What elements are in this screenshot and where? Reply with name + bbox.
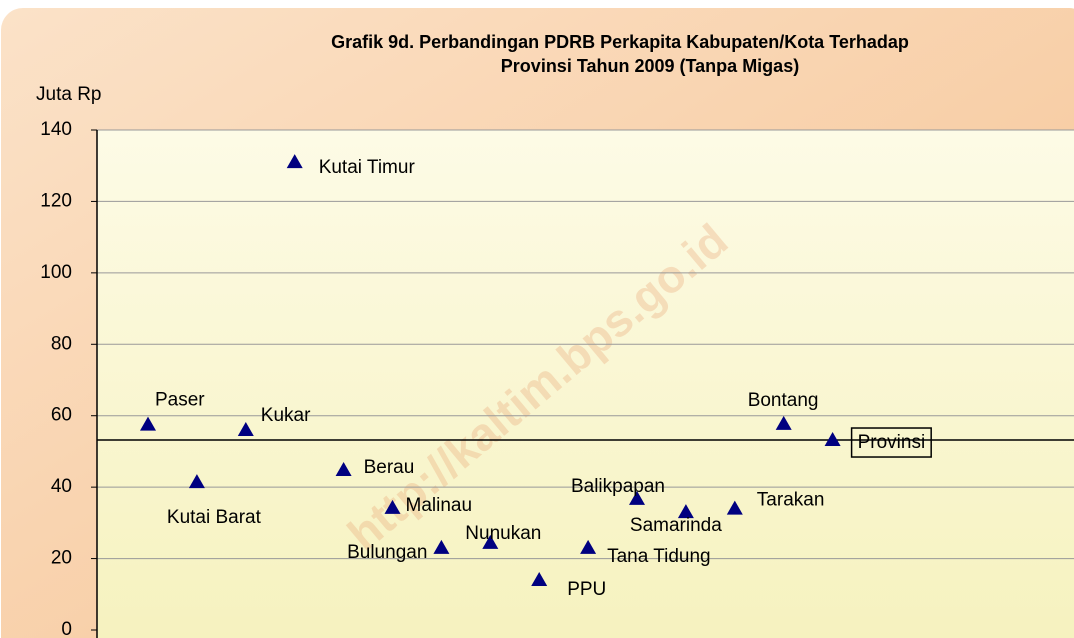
point-label: Berau [364, 457, 415, 478]
marker [140, 416, 156, 431]
point-label: Malinau [406, 495, 473, 516]
marker [286, 154, 303, 169]
point-label: Bontang [748, 390, 819, 411]
y-tick-label: 140 [40, 119, 72, 140]
marker [677, 504, 694, 519]
marker [384, 499, 401, 514]
y-tick-label: 100 [40, 262, 72, 283]
point-label: Kutai Timur [319, 157, 416, 178]
point-label: PPU [567, 579, 606, 600]
y-axis-label: Juta Rp [36, 84, 101, 105]
point-label: Tana Tidung [607, 546, 711, 567]
point-label: Kutai Barat [167, 507, 262, 528]
point-label: Nunukan [465, 523, 541, 544]
chart-title: Grafik 9d. Perbandingan PDRB Perkapita K… [331, 32, 909, 52]
marker [824, 432, 841, 446]
label-box [850, 427, 932, 458]
marker [335, 462, 352, 476]
y-tick-label: 40 [51, 476, 72, 497]
point-label: Paser [155, 390, 205, 411]
chart-title: Provinsi Tahun 2009 (Tanpa Migas) [501, 56, 799, 76]
point-label: Tarakan [757, 490, 825, 511]
marker [482, 534, 499, 549]
point-label: Samarinda [630, 515, 722, 536]
point-label: Kukar [261, 405, 311, 426]
y-tick-label: 120 [40, 190, 72, 211]
y-tick-label: 60 [51, 405, 72, 426]
point-label: Provinsi [858, 432, 926, 453]
y-tick-label: 20 [51, 548, 72, 569]
point-label: Bulungan [347, 542, 427, 563]
point-label: Balikpapan [571, 476, 665, 497]
y-tick-label: 80 [51, 333, 72, 354]
marker [629, 490, 645, 505]
marker [580, 539, 597, 554]
marker [237, 422, 254, 436]
marker [775, 415, 792, 430]
marker [531, 572, 548, 586]
marker [188, 474, 205, 489]
y-tick-label: 0 [61, 619, 72, 638]
marker [726, 500, 743, 515]
marker [433, 539, 450, 554]
plot-area [97, 130, 1074, 638]
